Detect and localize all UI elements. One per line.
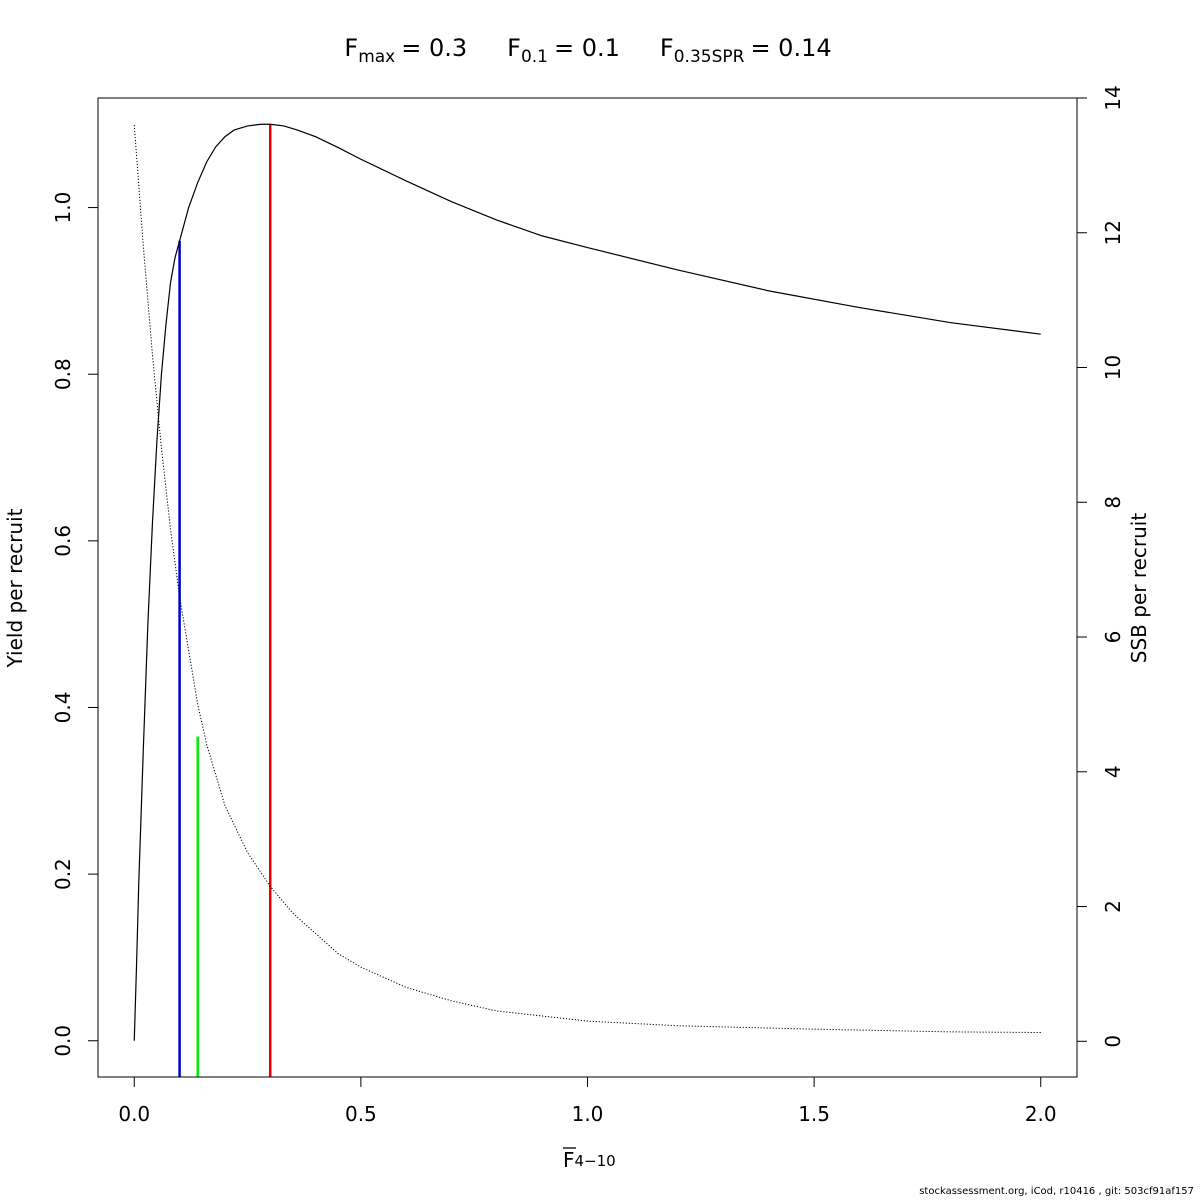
title-fmax-sub: max <box>358 47 395 67</box>
y-axis-left-label: Yield per recruit <box>3 508 27 668</box>
y-axis-right-label: SSB per recruit <box>1127 513 1151 664</box>
y-left-tick-label: 0.6 <box>51 525 75 557</box>
y-left-tick-label: 0.8 <box>51 358 75 390</box>
x-tick-label: 1.5 <box>798 1102 830 1126</box>
y-right-tick-label: 10 <box>1101 355 1125 380</box>
x-axis-label-sub: 4−10 <box>575 1152 616 1170</box>
y-left-tick-label: 0.2 <box>51 858 75 890</box>
y-right-tick-label: 4 <box>1101 765 1125 778</box>
title-f01-main: F <box>507 34 521 62</box>
y-right-tick-label: 0 <box>1101 1035 1125 1048</box>
reference-lines <box>178 124 272 1077</box>
title-f01-value: = 0.1 <box>554 34 620 62</box>
footer-credit: stockassessment.org, iCod, r10416 , git:… <box>919 1186 1194 1197</box>
x-axis: 0.0 0.5 1.0 1.5 2.0 <box>118 1076 1057 1126</box>
y-right-tick-label: 12 <box>1101 220 1125 245</box>
y-left-tick-label: 0.4 <box>51 692 75 724</box>
title-fmax-value: = 0.3 <box>401 34 467 62</box>
y-right-tick-label: 14 <box>1101 85 1125 110</box>
y-left-tick-label: 1.0 <box>51 192 75 224</box>
title-fspr-sub: 0.35SPR <box>674 47 745 67</box>
ssb-per-recruit-curve <box>133 124 1041 1034</box>
curves <box>133 123 1041 1041</box>
x-axis-label-main: F <box>563 1148 575 1172</box>
y-left-tick-label: 0.0 <box>51 1025 75 1057</box>
yield-per-recruit-curve <box>133 123 1041 1041</box>
title-fmax-main: F <box>344 34 358 62</box>
y-axis-left: 0.0 0.2 0.4 0.6 0.8 1.0 <box>51 192 99 1057</box>
chart-title: Fmax = 0.3 F0.1 = 0.1 F0.35SPR = 0.14 <box>344 34 831 67</box>
y-right-tick-label: 6 <box>1101 631 1125 644</box>
x-tick-label: 2.0 <box>1025 1102 1057 1126</box>
y-right-tick-label: 8 <box>1101 496 1125 509</box>
y-right-tick-label: 2 <box>1101 900 1125 913</box>
plot-frame <box>97 97 1078 1078</box>
title-fspr-main: F <box>660 34 674 62</box>
title-fspr-value: = 0.14 <box>750 34 831 62</box>
x-tick-label: 0.5 <box>345 1102 377 1126</box>
x-tick-label: 0.0 <box>118 1102 150 1126</box>
x-axis-label: F4−10 <box>563 1148 616 1172</box>
title-f01-sub: 0.1 <box>521 47 548 67</box>
y-axis-right: 0 2 4 6 8 10 12 14 <box>1076 85 1125 1048</box>
x-tick-label: 1.0 <box>572 1102 604 1126</box>
